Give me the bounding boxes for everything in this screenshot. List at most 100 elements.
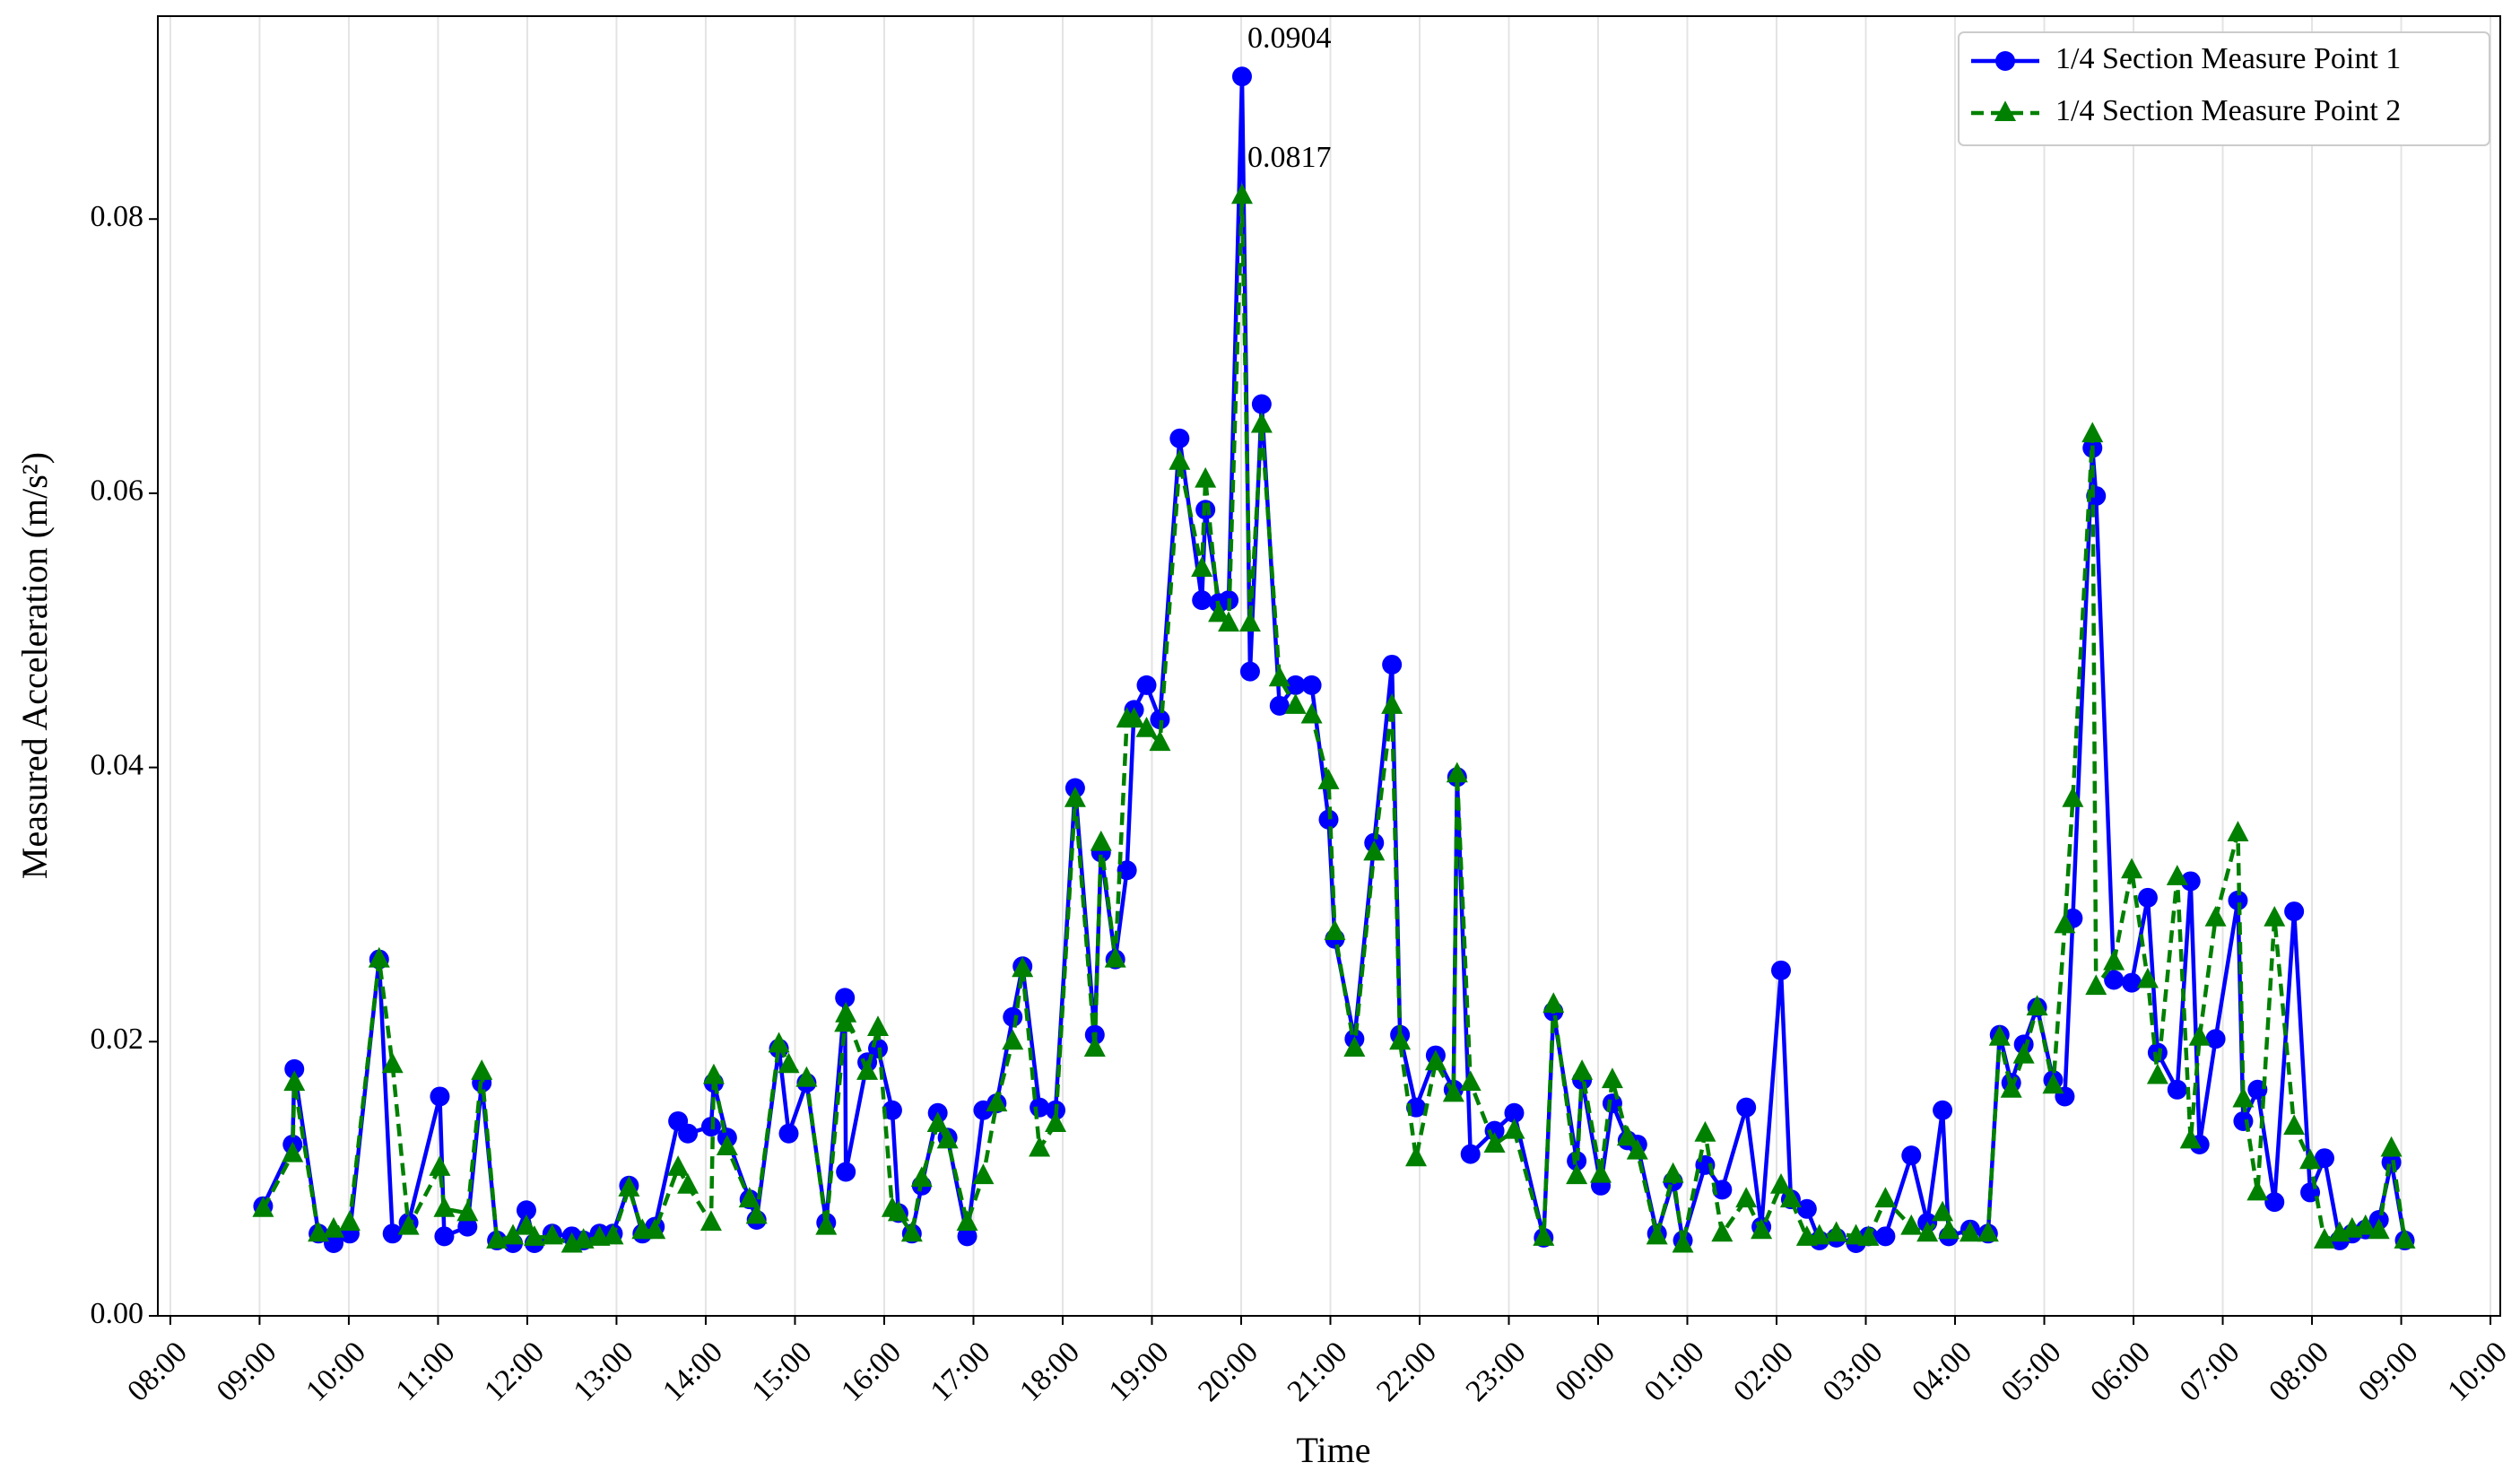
- marker: [1825, 1221, 1847, 1242]
- marker: [2368, 1218, 2390, 1240]
- x-tick-label: 09:00: [2352, 1336, 2425, 1408]
- marker: [1589, 1162, 1612, 1183]
- marker: [677, 1172, 700, 1194]
- x-tick-label: 10:00: [300, 1336, 372, 1408]
- marker: [1770, 960, 1791, 980]
- marker: [1857, 1225, 1880, 1246]
- marker: [1751, 1218, 1773, 1240]
- x-tick-label: 19:00: [1103, 1336, 1176, 1408]
- marker: [572, 1228, 595, 1249]
- y-tick-label: 0.08: [91, 200, 144, 233]
- x-tick-label: 06:00: [2084, 1336, 2157, 1408]
- marker: [882, 1100, 902, 1120]
- marker: [1735, 1187, 1758, 1208]
- marker: [1901, 1145, 1922, 1166]
- marker: [1504, 1102, 1525, 1123]
- x-tick-label: 00:00: [1549, 1336, 1621, 1408]
- marker: [1064, 786, 1086, 807]
- marker: [2042, 1073, 2064, 1094]
- marker: [795, 1066, 818, 1087]
- marker: [2264, 1192, 2285, 1213]
- legend-label: 1/4 Section Measure Point 2: [2055, 94, 2401, 127]
- marker: [1916, 1221, 1939, 1242]
- marker: [1900, 1214, 1923, 1235]
- marker: [2380, 1136, 2403, 1157]
- x-axis-label: Time: [1296, 1430, 1370, 1470]
- marker: [910, 1166, 933, 1188]
- x-tick-label: 14:00: [656, 1336, 729, 1408]
- marker: [2283, 1114, 2306, 1136]
- marker: [1566, 1163, 1588, 1185]
- marker: [815, 1214, 838, 1235]
- marker: [2204, 905, 2227, 927]
- marker: [1875, 1226, 1896, 1247]
- marker: [1483, 1132, 1506, 1153]
- marker: [1135, 717, 1158, 737]
- marker: [1736, 1097, 1757, 1118]
- x-tick-label: 21:00: [1282, 1336, 1354, 1408]
- marker: [1123, 707, 1145, 728]
- marker: [667, 1155, 690, 1176]
- marker: [1318, 809, 1339, 830]
- y-tick-label: 0.06: [91, 474, 144, 508]
- x-tick-label: 13:00: [568, 1336, 640, 1408]
- annotation: 0.0904: [1247, 22, 1332, 55]
- marker: [2103, 949, 2125, 971]
- marker: [887, 1200, 909, 1222]
- marker: [457, 1216, 478, 1237]
- marker: [1104, 946, 1126, 968]
- marker: [1779, 1187, 1802, 1208]
- marker: [618, 1176, 640, 1197]
- marker: [2166, 865, 2188, 885]
- marker: [1169, 448, 1191, 470]
- legend-box: [1958, 31, 2490, 146]
- marker: [702, 1063, 725, 1084]
- marker: [867, 1015, 890, 1037]
- x-tick-label: 22:00: [1370, 1336, 1443, 1408]
- x-tick-label: 11:00: [389, 1336, 461, 1407]
- marker: [738, 1187, 760, 1208]
- marker: [768, 1032, 790, 1053]
- marker: [2062, 786, 2084, 807]
- marker: [368, 946, 390, 968]
- marker: [2146, 1063, 2168, 1084]
- marker: [1389, 1029, 1412, 1050]
- marker: [1284, 693, 1307, 714]
- marker: [1218, 611, 1240, 632]
- marker: [1012, 956, 1034, 978]
- marker: [1285, 675, 1306, 695]
- marker: [1626, 1138, 1648, 1160]
- marker: [900, 1221, 923, 1242]
- y-axis-label: Measured Acceleration (m/s²): [14, 452, 55, 879]
- marker: [1238, 611, 1261, 632]
- marker: [1442, 1081, 1464, 1102]
- marker: [926, 1111, 949, 1133]
- marker: [2233, 1110, 2254, 1131]
- legend-marker: [1994, 100, 2016, 121]
- marker: [2136, 967, 2159, 988]
- marker: [1932, 1200, 1954, 1222]
- y-tick-label: 0.00: [91, 1297, 144, 1330]
- marker: [2227, 821, 2249, 841]
- marker: [1002, 1029, 1024, 1050]
- x-tick-label: 20:00: [1192, 1336, 1264, 1408]
- marker: [2246, 1180, 2269, 1201]
- marker: [1646, 1223, 1668, 1245]
- marker: [1711, 1221, 1734, 1242]
- x-tick-label: 08:00: [121, 1336, 194, 1408]
- marker: [1460, 1144, 1481, 1164]
- marker: [1808, 1223, 1830, 1245]
- marker: [456, 1200, 479, 1222]
- marker: [1382, 654, 1403, 675]
- marker: [644, 1218, 666, 1240]
- marker: [429, 1155, 451, 1176]
- marker: [1300, 702, 1323, 724]
- x-tick-label: 15:00: [746, 1336, 819, 1408]
- marker: [2264, 905, 2286, 927]
- marker: [541, 1223, 563, 1245]
- marker: [2104, 970, 2125, 990]
- legend-label: 1/4 Section Measure Point 1: [2055, 42, 2401, 75]
- marker: [471, 1059, 493, 1080]
- marker: [324, 1232, 344, 1253]
- x-tick-label: 09:00: [211, 1336, 283, 1408]
